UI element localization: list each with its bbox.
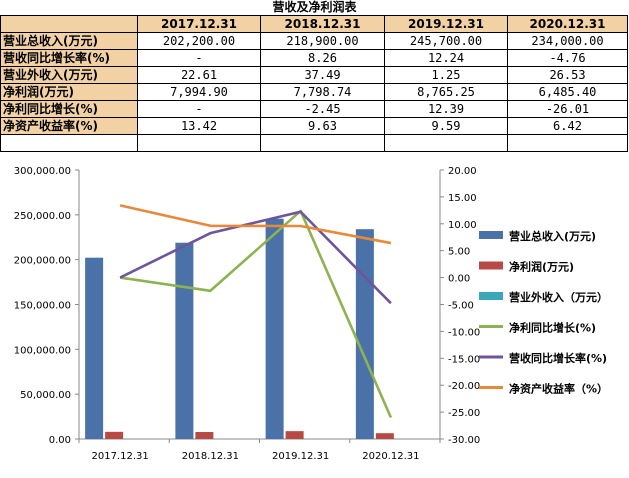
x-axis-tick-label: 2017.12.31 bbox=[91, 451, 148, 462]
x-axis-tick-label: 2020.12.31 bbox=[362, 451, 419, 462]
legend-label: 净利同比增长(%) bbox=[509, 321, 596, 335]
bar bbox=[285, 431, 304, 439]
header-cell: 2017.12.31 bbox=[137, 15, 261, 33]
bar bbox=[265, 218, 284, 439]
table-cell: -4.76 bbox=[507, 49, 628, 67]
left-axis-tick-label: 0.00 bbox=[49, 435, 71, 446]
legend-label: 净利润(万元) bbox=[509, 260, 574, 274]
table-cell: 8,765.25 bbox=[384, 83, 508, 101]
right-axis-tick-label: 10.00 bbox=[448, 220, 477, 231]
table-spacer-row bbox=[0, 134, 628, 152]
right-axis-tick-label: -25.00 bbox=[448, 408, 480, 419]
legend-label: 营业外收入（万元） bbox=[509, 290, 608, 304]
series-line bbox=[119, 210, 392, 305]
table-cell: 22.61 bbox=[137, 66, 261, 84]
left-axis-tick-label: 250,000.00 bbox=[14, 211, 71, 222]
bar bbox=[195, 432, 214, 439]
legend-swatch bbox=[479, 292, 503, 300]
left-axis-tick-label: 100,000.00 bbox=[14, 345, 71, 356]
table-cell: - bbox=[137, 100, 261, 118]
financial-table: 2017.12.31 2018.12.31 2019.12.31 2020.12… bbox=[0, 15, 628, 152]
header-cell: 2018.12.31 bbox=[260, 15, 385, 33]
right-axis-tick-label: 15.00 bbox=[448, 193, 477, 204]
spacer-cell bbox=[260, 134, 385, 152]
bar bbox=[105, 431, 124, 439]
left-axis-tick-label: 300,000.00 bbox=[14, 166, 71, 177]
table-cell: 12.39 bbox=[384, 100, 508, 118]
legend-label: 营收同比增长率(%) bbox=[509, 351, 607, 365]
table-cell: 13.42 bbox=[137, 117, 261, 135]
spacer-cell bbox=[384, 134, 508, 152]
table-cell: 9.59 bbox=[384, 117, 508, 135]
right-axis-tick-label: -20.00 bbox=[448, 381, 480, 392]
right-axis-tick-label: 20.00 bbox=[448, 166, 477, 177]
table-cell: 7,994.90 bbox=[137, 83, 261, 101]
left-axis-tick-label: 200,000.00 bbox=[14, 256, 71, 267]
bar bbox=[355, 229, 374, 439]
right-axis-tick-label: -5.00 bbox=[448, 301, 474, 312]
header-corner bbox=[0, 15, 138, 33]
legend-label: 营业总收入(万元) bbox=[509, 229, 596, 243]
header-cell: 2020.12.31 bbox=[507, 15, 628, 33]
right-axis-tick-label: -15.00 bbox=[448, 354, 480, 365]
series-line bbox=[119, 204, 392, 245]
right-axis-tick-label: -30.00 bbox=[448, 435, 480, 446]
bar bbox=[375, 433, 394, 439]
table-cell: 26.53 bbox=[507, 66, 628, 84]
x-axis-tick-label: 2019.12.31 bbox=[272, 451, 329, 462]
table-title: 营收及净利润表 bbox=[272, 0, 357, 14]
row-label: 净利润(万元) bbox=[0, 83, 138, 101]
left-axis-tick-label: 150,000.00 bbox=[14, 301, 71, 312]
legend-label: 净资产收益率（%） bbox=[509, 382, 608, 396]
table-row: 净资产收益率(%) 13.42 9.63 9.59 6.42 bbox=[0, 117, 628, 135]
spacer-cell bbox=[0, 134, 138, 152]
x-axis-tick-label: 2018.12.31 bbox=[182, 451, 239, 462]
legend-swatch bbox=[479, 231, 503, 239]
table-cell: 6.42 bbox=[507, 117, 628, 135]
right-axis-tick-label: 5.00 bbox=[448, 247, 470, 258]
table-cell: 245,700.00 bbox=[384, 32, 508, 50]
left-axis-tick-label: 50,000.00 bbox=[20, 390, 71, 401]
series-line bbox=[119, 209, 393, 419]
legend-swatch bbox=[479, 261, 503, 270]
row-label: 营业总收入(万元) bbox=[0, 32, 138, 50]
bar bbox=[175, 242, 194, 439]
right-axis-tick-label: 0.00 bbox=[448, 274, 470, 285]
row-label: 营收同比增长率(%) bbox=[0, 49, 138, 67]
row-label: 净利同比增长(%) bbox=[0, 100, 138, 118]
bar bbox=[85, 257, 104, 439]
table-cell: -26.01 bbox=[507, 100, 628, 118]
table-header-row: 2017.12.31 2018.12.31 2019.12.31 2020.12… bbox=[0, 15, 628, 33]
spacer-cell bbox=[507, 134, 628, 152]
right-axis-tick-label: -10.00 bbox=[448, 327, 480, 338]
table-row: 营业外收入(万元) 22.61 37.49 1.25 26.53 bbox=[0, 66, 628, 84]
table-cell: 202,200.00 bbox=[137, 32, 261, 50]
table-row: 净利润(万元) 7,994.90 7,798.74 8,765.25 6,485… bbox=[0, 83, 628, 101]
